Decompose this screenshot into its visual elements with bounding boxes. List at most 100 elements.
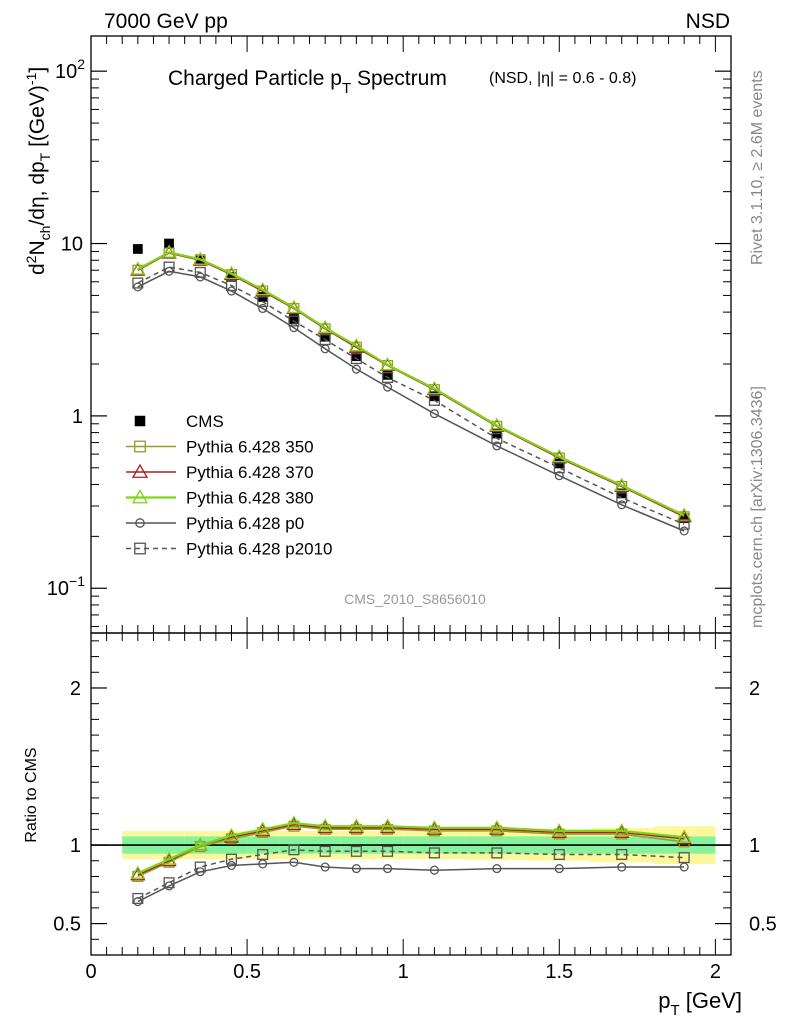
data-point	[226, 272, 237, 282]
title-tail: Spectrum	[351, 67, 447, 90]
y-tick-label: 102	[55, 56, 85, 83]
data-point	[132, 277, 144, 289]
header-right-label: NSD	[686, 10, 730, 33]
legend-entry: Pythia 6.428 380	[126, 489, 314, 508]
x-tick-label: 0	[85, 961, 96, 983]
y-tick-label: 1	[72, 406, 83, 428]
data-point	[492, 441, 502, 451]
series-pythia-6-428-p0	[133, 857, 689, 907]
data-point	[194, 266, 206, 278]
data-point	[426, 380, 443, 395]
x-tick-label: 1	[398, 961, 409, 983]
legend-label: Pythia 6.428 p2010	[186, 540, 333, 559]
data-point	[255, 281, 271, 296]
data-point	[226, 860, 237, 871]
legend-entry: Pythia 6.428 p0	[126, 514, 304, 533]
data-point	[614, 823, 630, 837]
data-point	[161, 244, 177, 258]
data-point	[553, 848, 565, 860]
data-point	[289, 323, 299, 333]
data-point	[351, 351, 362, 362]
legend-entry: Pythia 6.428 p2010	[126, 540, 333, 559]
data-point	[317, 818, 333, 832]
data-point	[382, 845, 394, 857]
data-point	[223, 827, 240, 842]
header-left-label: 7000 GeV pp	[104, 10, 228, 33]
data-point	[131, 489, 149, 504]
data-point	[135, 518, 145, 528]
data-point	[161, 851, 177, 865]
data-point	[553, 462, 565, 474]
data-point	[319, 845, 331, 857]
ratio-ylabel: Ratio to CMS	[23, 747, 40, 842]
data-point	[225, 853, 238, 865]
data-point	[164, 238, 174, 249]
data-point	[383, 382, 393, 392]
data-point	[320, 862, 330, 872]
main-plot-area	[130, 238, 692, 536]
data-point	[350, 845, 362, 857]
data-point	[257, 296, 269, 308]
main-title: Charged Particle pT Spectrum	[168, 67, 447, 97]
ratio-frame	[90, 632, 732, 956]
data-point	[134, 440, 146, 453]
side-label-bottom: mcplots.cern.ch [arXiv:1306.3436]	[749, 386, 766, 628]
side-label-top: Rivet 3.1.10, ≥ 2.6M events	[749, 70, 766, 265]
data-point	[678, 852, 690, 864]
legend-entry: Pythia 6.428 350	[126, 438, 314, 457]
data-point	[489, 417, 505, 431]
data-point	[383, 864, 393, 874]
data-point	[551, 823, 567, 837]
series-pythia-6-428-p2010	[132, 261, 690, 530]
main-axes: 10−1 1 10 102	[47, 36, 731, 633]
data-point	[492, 864, 502, 874]
data-point	[491, 432, 503, 444]
data-point	[679, 526, 689, 536]
series-line	[137, 270, 685, 532]
data-point	[132, 244, 143, 254]
data-point	[489, 819, 505, 834]
x-tick-label: 2	[710, 961, 721, 983]
ratio-panel: 0.5 0.5 1 1 2 2 0 0.5 1 1.5 2 Ratio to CMS pT [GeV…	[23, 632, 777, 1019]
ratio-y-tick-label: 2	[70, 678, 81, 700]
data-point	[192, 837, 208, 851]
main-subtitle: (NSD, |η| = 0.6 - 0.8)	[489, 70, 636, 87]
legend-entry: CMS	[134, 412, 224, 431]
data-point	[551, 448, 567, 463]
data-point	[317, 319, 333, 334]
main-ylabel: d2Nch/dη, dpT [(GeV)-1]	[23, 67, 53, 275]
ratio-y-tick-label: 1	[70, 835, 81, 857]
data-point	[288, 844, 300, 856]
data-point	[429, 391, 440, 402]
data-point	[257, 848, 269, 860]
data-point	[164, 881, 174, 891]
data-point	[225, 280, 238, 292]
data-point	[286, 299, 302, 314]
data-point	[132, 892, 144, 904]
data-point	[255, 821, 271, 835]
legend-label: Pythia 6.428 350	[186, 438, 314, 457]
ratio-plot-area	[91, 815, 731, 907]
data-point	[379, 818, 396, 832]
legend-label: CMS	[186, 412, 224, 431]
data-point	[223, 265, 240, 280]
data-point	[192, 251, 208, 265]
data-point	[348, 818, 364, 832]
data-point	[554, 471, 564, 481]
x-tick-label: 0.5	[233, 961, 261, 983]
legend-label: Pythia 6.428 p0	[186, 514, 304, 533]
data-point	[351, 364, 361, 374]
legend-label: Pythia 6.428 380	[186, 489, 314, 508]
data-point	[289, 857, 299, 867]
ratio-y-tick-label: 0.5	[53, 914, 81, 936]
xlabel: pT [GeV]	[658, 988, 742, 1019]
data-point	[379, 356, 396, 371]
data-point	[382, 369, 393, 380]
title-part: Charged Particle p	[168, 67, 342, 90]
data-point	[676, 508, 692, 523]
data-point	[320, 331, 331, 342]
title-sub: T	[342, 80, 351, 97]
legend: CMS Pythia 6.428 350 Pythia 6.428 370 Pythi…	[126, 412, 333, 559]
